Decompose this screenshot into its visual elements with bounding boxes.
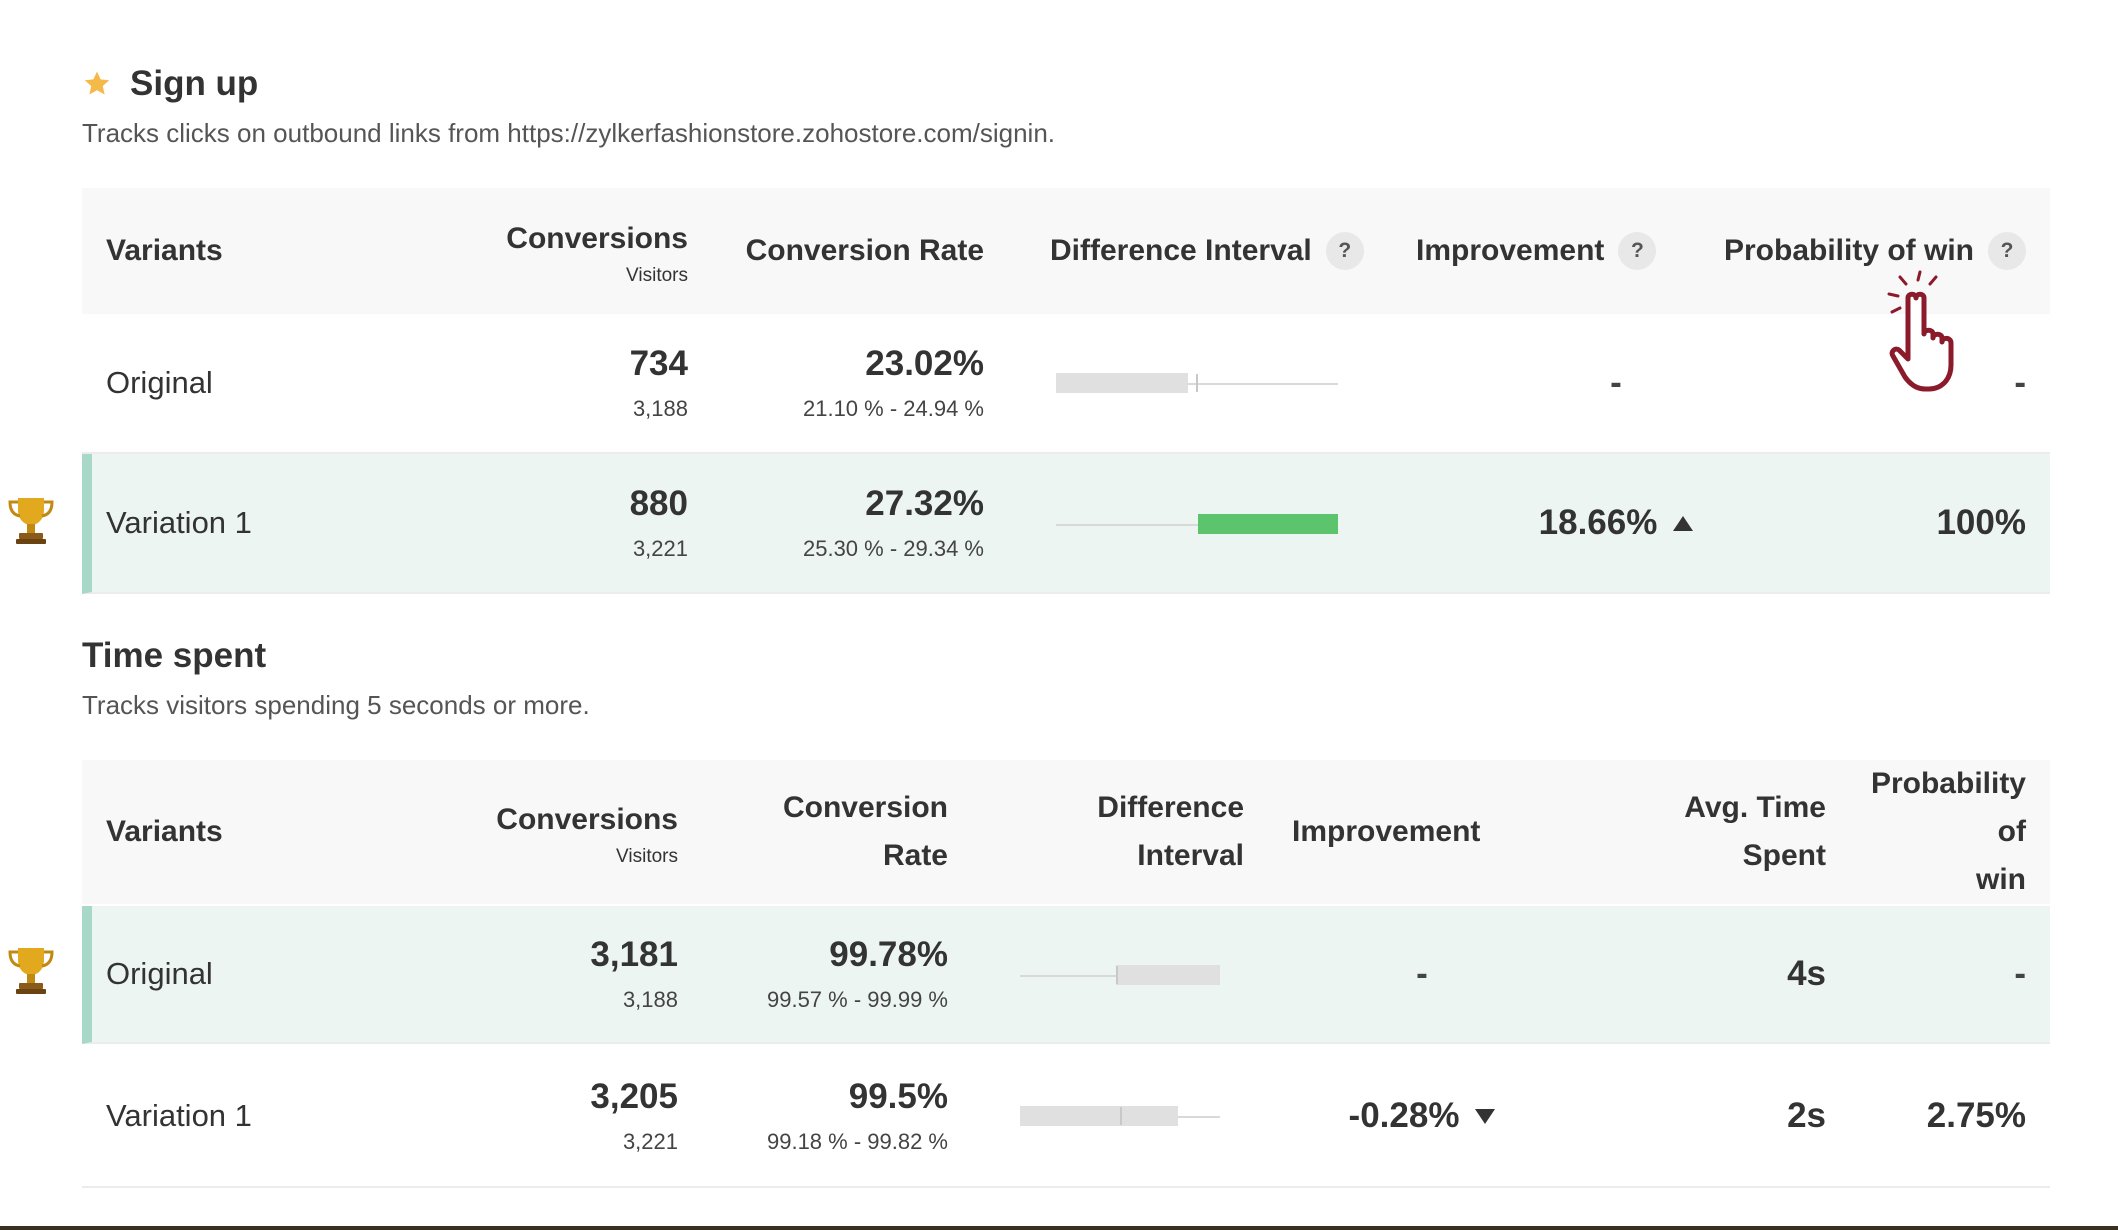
table-row-winner[interactable]: Original 3,181 3,188 99.78% 99.57 % - 99… bbox=[82, 906, 2050, 1044]
header-probability: Probability of win bbox=[1870, 767, 2026, 896]
variant-name: Original bbox=[106, 956, 213, 991]
header-variants: Variants bbox=[106, 234, 223, 267]
header-conversions: Conversions Visitors bbox=[506, 222, 688, 286]
goal-title: Time spent bbox=[82, 636, 267, 675]
probability-cell: 100% bbox=[1936, 503, 2026, 542]
probability-cell: - bbox=[2014, 954, 2026, 993]
conversion-rate-cell: 27.32% 25.30 % - 29.34 % bbox=[802, 484, 984, 561]
table-row-winner[interactable]: Variation 1 880 3,221 27.32% 25.30 % - 2… bbox=[82, 454, 2050, 594]
goal-header-signup: Sign up bbox=[82, 64, 258, 104]
table-header: Variants Conversions Visitors Conversion… bbox=[82, 188, 2050, 314]
header-avg-time: Avg. Time Spent bbox=[1684, 791, 1826, 872]
avg-time-cell: 2s bbox=[1787, 1096, 1826, 1135]
difference-interval-bar bbox=[1056, 504, 1338, 544]
conversion-rate-cell: 23.02% 21.10 % - 24.94 % bbox=[802, 344, 984, 421]
header-difference-interval: Difference Interval ? bbox=[1050, 188, 1390, 314]
conversion-rate-cell: 99.78% 99.57 % - 99.99 % bbox=[766, 935, 948, 1012]
header-improvement: Improvement bbox=[1292, 815, 1481, 848]
goal-title: Sign up bbox=[130, 64, 259, 103]
header-improvement: Improvement ? bbox=[1416, 188, 1746, 314]
improvement-cell: - bbox=[1610, 363, 1622, 402]
hand-pointer-cursor-icon bbox=[1887, 270, 1954, 392]
variant-name: Original bbox=[106, 365, 213, 400]
improvement-cell: 18.66% bbox=[1416, 454, 1816, 592]
improvement-cell: - bbox=[1416, 954, 1428, 993]
header-conversion-rate: Conversion Rate bbox=[782, 791, 948, 872]
bottom-edge bbox=[0, 1226, 2118, 1230]
triangle-up-icon bbox=[1673, 515, 1694, 531]
difference-interval-bar bbox=[1056, 363, 1338, 403]
table-header: Variants Conversions Visitors Conversion… bbox=[82, 760, 2050, 904]
triangle-down-icon bbox=[1475, 1108, 1496, 1124]
header-difference-interval: Difference Interval bbox=[1097, 791, 1244, 872]
table-row[interactable]: Original 734 3,188 23.02% 21.10 % - 24.9… bbox=[82, 314, 2050, 454]
help-icon[interactable]: ? bbox=[1618, 232, 1657, 270]
trophy-icon bbox=[8, 498, 54, 544]
probability-cell: - bbox=[2014, 363, 2026, 402]
star-icon[interactable] bbox=[82, 69, 112, 99]
goal-header-time-spent: Time spent bbox=[82, 636, 266, 676]
goal-description: Tracks clicks on outbound links from htt… bbox=[82, 118, 1056, 148]
variant-name: Variation 1 bbox=[106, 1098, 252, 1133]
improvement-cell: -0.28% bbox=[1302, 1046, 1542, 1186]
conversions-cell: 880 3,221 bbox=[629, 484, 688, 561]
probability-cell: 2.75% bbox=[1926, 1096, 2026, 1135]
conversions-cell: 3,181 3,188 bbox=[590, 935, 678, 1012]
goal-description: Tracks visitors spending 5 seconds or mo… bbox=[82, 690, 590, 720]
conversion-rate-cell: 99.5% 99.18 % - 99.82 % bbox=[766, 1077, 948, 1154]
table-row[interactable]: Variation 1 3,205 3,221 99.5% 99.18 % - … bbox=[82, 1046, 2050, 1188]
conversions-cell: 734 3,188 bbox=[629, 344, 688, 421]
header-probability: Probability of win ? bbox=[1722, 188, 2026, 314]
difference-interval-bar bbox=[1020, 1096, 1220, 1136]
trophy-icon bbox=[8, 948, 54, 994]
results-table-signup: Variants Conversions Visitors Conversion… bbox=[82, 188, 2050, 594]
help-icon[interactable]: ? bbox=[1988, 232, 2026, 270]
help-icon[interactable]: ? bbox=[1325, 232, 1364, 270]
difference-interval-bar bbox=[1020, 955, 1220, 995]
header-conversion-rate: Conversion Rate bbox=[745, 234, 984, 267]
variant-name: Variation 1 bbox=[106, 505, 252, 540]
header-variants: Variants bbox=[106, 815, 223, 848]
conversions-cell: 3,205 3,221 bbox=[590, 1077, 678, 1154]
header-conversions: Conversions Visitors bbox=[496, 803, 678, 867]
results-table-time-spent: Variants Conversions Visitors Conversion… bbox=[82, 760, 2050, 1188]
avg-time-cell: 4s bbox=[1787, 954, 1826, 993]
